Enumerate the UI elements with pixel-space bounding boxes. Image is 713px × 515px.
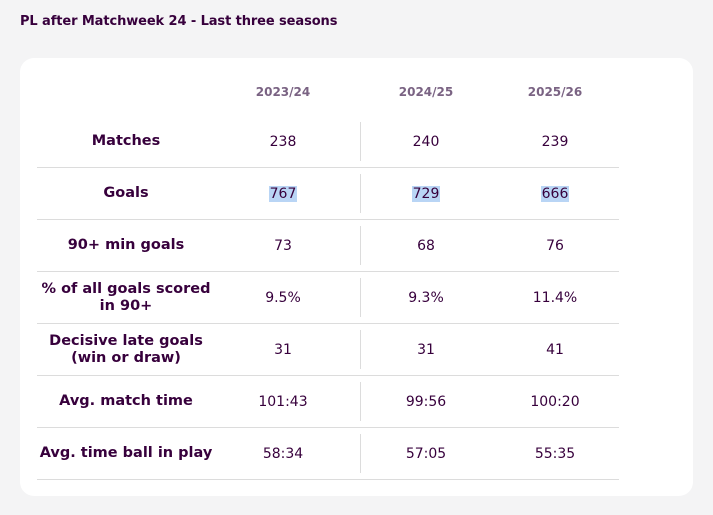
cell-value: 57:05 — [405, 445, 447, 462]
column-header-2024-25: 2024/25 — [398, 85, 454, 99]
cell-value: 99:56 — [405, 393, 447, 410]
table-cell: 31 — [366, 324, 486, 375]
column-divider — [360, 278, 361, 317]
table-row-avg-ball-in-play: Avg. time ball in play 58:34 57:05 55:35 — [37, 428, 619, 480]
cell-value: 11.4% — [532, 289, 578, 306]
cell-value: 240 — [412, 133, 440, 150]
cell-value: 9.3% — [408, 289, 444, 306]
table-cell: 55:35 — [495, 428, 615, 479]
table-cell: 9.5% — [223, 272, 343, 323]
selected-cell-value[interactable]: 729 — [411, 185, 441, 202]
column-header-2023-24: 2023/24 — [255, 85, 311, 99]
cell-value: 100:20 — [530, 393, 580, 410]
stats-table: Matches 238 240 239 Goals 767 729 666 90… — [37, 116, 619, 480]
table-cell: 31 — [223, 324, 343, 375]
table-cell: 58:34 — [223, 428, 343, 479]
table-row-pct-goals-90: % of all goals scored in 90+ 9.5% 9.3% 1… — [37, 272, 619, 324]
row-label: Goals — [103, 185, 149, 201]
table-cell: 57:05 — [366, 428, 486, 479]
selected-cell-value[interactable]: 767 — [268, 185, 298, 202]
cell-value: 76 — [546, 237, 564, 254]
column-divider — [360, 174, 361, 213]
row-label: % of all goals scored in 90+ — [41, 280, 211, 314]
cell-value: 41 — [546, 341, 564, 358]
cell-value: 58:34 — [262, 445, 304, 462]
table-cell: 101:43 — [223, 376, 343, 427]
column-divider — [360, 434, 361, 473]
table-cell: 99:56 — [366, 376, 486, 427]
row-label: Avg. match time — [59, 393, 193, 409]
table-row-avg-match-time: Avg. match time 101:43 99:56 100:20 — [37, 376, 619, 428]
table-cell: 76 — [495, 220, 615, 271]
row-label: Matches — [91, 133, 161, 149]
table-cell: 11.4% — [495, 272, 615, 323]
table-cell: 73 — [223, 220, 343, 271]
row-label: Avg. time ball in play — [39, 445, 213, 461]
table-cell: 239 — [495, 116, 615, 167]
table-row-decisive-late-goals: Decisive late goals (win or draw) 31 31 … — [37, 324, 619, 376]
cell-value: 31 — [274, 341, 292, 358]
table-cell: 238 — [223, 116, 343, 167]
cell-value: 73 — [274, 237, 292, 254]
cell-value: 55:35 — [534, 445, 576, 462]
column-divider — [360, 122, 361, 161]
table-cell: 240 — [366, 116, 486, 167]
row-label: 90+ min goals — [67, 237, 185, 253]
column-divider — [360, 226, 361, 265]
cell-value: 238 — [269, 133, 297, 150]
table-cell: 9.3% — [366, 272, 486, 323]
column-header-2025-26: 2025/26 — [527, 85, 583, 99]
table-row-goals: Goals 767 729 666 — [37, 168, 619, 220]
cell-value: 101:43 — [258, 393, 308, 410]
cell-value: 31 — [417, 341, 435, 358]
row-label: Decisive late goals (win or draw) — [49, 332, 203, 366]
column-divider — [360, 382, 361, 421]
table-row-90-min-goals: 90+ min goals 73 68 76 — [37, 220, 619, 272]
table-cell: 41 — [495, 324, 615, 375]
table-header: 2023/24 2024/25 2025/26 — [37, 85, 619, 105]
table-row-matches: Matches 238 240 239 — [37, 116, 619, 168]
table-cell: 729 — [366, 168, 486, 219]
table-cell: 100:20 — [495, 376, 615, 427]
table-cell: 666 — [495, 168, 615, 219]
stats-card: 2023/24 2024/25 2025/26 Matches 238 240 … — [20, 58, 693, 496]
table-cell: 68 — [366, 220, 486, 271]
column-divider — [360, 330, 361, 369]
table-cell: 767 — [223, 168, 343, 219]
selected-cell-value[interactable]: 666 — [540, 185, 570, 202]
page-title: PL after Matchweek 24 - Last three seaso… — [20, 14, 338, 29]
cell-value: 9.5% — [265, 289, 301, 306]
cell-value: 239 — [541, 133, 569, 150]
cell-value: 68 — [417, 237, 435, 254]
